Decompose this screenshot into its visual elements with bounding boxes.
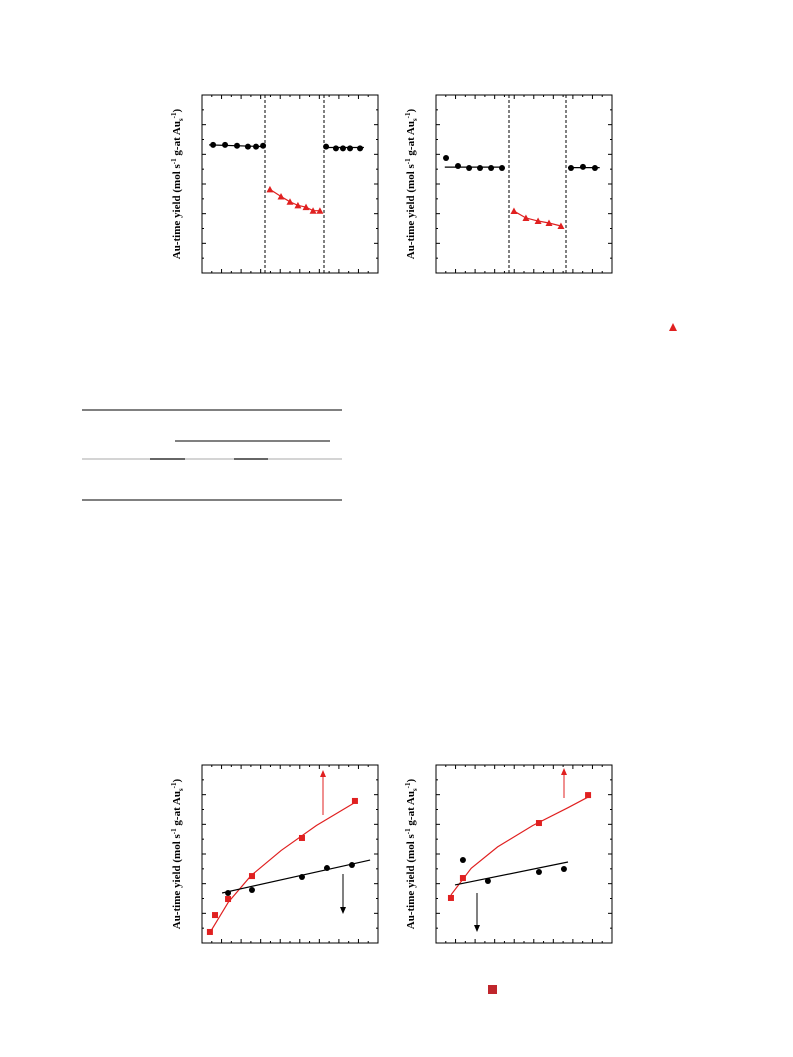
y-axis-label-part: -1 [404, 782, 412, 788]
point [466, 164, 473, 171]
point [447, 894, 454, 901]
point [477, 164, 483, 171]
fit-line [269, 188, 320, 212]
fit-line [209, 144, 266, 148]
table-rules [82, 409, 342, 501]
chart: Au-time yield (mol s-1 g-at Aus-1) [404, 94, 613, 274]
y-axis-label-part: g-at Au [405, 121, 417, 158]
y-axis-label-part: g-at Au [171, 791, 183, 828]
plot-frame [201, 94, 379, 274]
point [248, 886, 255, 893]
point [323, 865, 330, 872]
y-axis-label-part: Au-time yield (mol s [171, 833, 183, 929]
point [585, 792, 592, 799]
point [488, 164, 495, 171]
y-axis-label-part: ) [171, 108, 183, 112]
chart: Au-time yield (mol s-1 g-at Aus-1) [404, 764, 613, 944]
point [348, 862, 355, 869]
point [499, 164, 505, 171]
y-axis-label-part: -1 [170, 112, 178, 118]
point [484, 878, 491, 885]
y-axis-label-part: -1 [170, 828, 178, 834]
point [459, 857, 466, 864]
y-axis-label-part: s [411, 788, 419, 791]
point [248, 873, 255, 880]
point [455, 163, 461, 170]
y-axis-label-part: ) [405, 778, 417, 782]
y-axis-label-part: -1 [404, 112, 412, 118]
y-axis-label-part: s [177, 788, 185, 791]
fit-line [208, 801, 356, 935]
point [225, 896, 232, 903]
y-axis-label-part: -1 [404, 158, 412, 164]
y-axis-label-part: -1 [404, 828, 412, 834]
y-axis-label: Au-time yield (mol s-1 g-at Aus-1) [170, 778, 185, 929]
point [225, 889, 232, 896]
point [339, 145, 346, 152]
y-axis-label-part: -1 [170, 158, 178, 164]
plot-frame [435, 764, 613, 944]
point [357, 145, 364, 152]
y-axis-label-part: Au-time yield (mol s [405, 163, 417, 259]
point [579, 163, 586, 170]
point [260, 142, 267, 149]
arrow-head [561, 768, 567, 775]
point [347, 145, 354, 152]
y-axis-label: Au-time yield (mol s-1 g-at Aus-1) [404, 108, 419, 259]
arrow-head [340, 907, 346, 914]
point [535, 820, 542, 827]
arrow-head [474, 925, 480, 932]
y-axis-label-part: Au-time yield (mol s [171, 163, 183, 259]
plot-frame [435, 94, 613, 274]
chart: Au-time yield (mol s-1 g-at Aus-1) [170, 94, 379, 274]
y-axis-label: Au-time yield (mol s-1 g-at Aus-1) [404, 778, 419, 929]
point [206, 928, 213, 935]
fit-line [454, 861, 569, 886]
triangle-icon [669, 323, 677, 331]
arrows [320, 768, 567, 932]
point [332, 145, 339, 152]
point [212, 912, 219, 919]
plot-frame [201, 764, 379, 944]
y-axis-label-part: ) [171, 778, 183, 782]
fit-line [513, 210, 562, 227]
y-axis-label: Au-time yield (mol s-1 g-at Aus-1) [170, 108, 185, 259]
point [298, 873, 305, 880]
y-axis-label-part: -1 [170, 782, 178, 788]
y-axis-label-part: g-at Au [171, 121, 183, 158]
point [298, 834, 305, 841]
arrow-head [320, 770, 326, 777]
y-axis-label-part: s [177, 118, 185, 121]
square-icon [488, 985, 497, 994]
point [535, 868, 542, 875]
chart: Au-time yield (mol s-1 g-at Aus-1) [170, 764, 379, 944]
point [351, 797, 358, 804]
y-axis-label-part: g-at Au [405, 791, 417, 828]
fit-line [450, 796, 589, 896]
point [443, 155, 450, 162]
point [459, 875, 466, 882]
point [560, 865, 567, 872]
y-axis-label-part: Au-time yield (mol s [405, 833, 417, 929]
y-axis-label-part: ) [405, 108, 417, 112]
fit-line [221, 859, 371, 894]
point [323, 143, 330, 150]
y-axis-label-part: s [411, 118, 419, 121]
